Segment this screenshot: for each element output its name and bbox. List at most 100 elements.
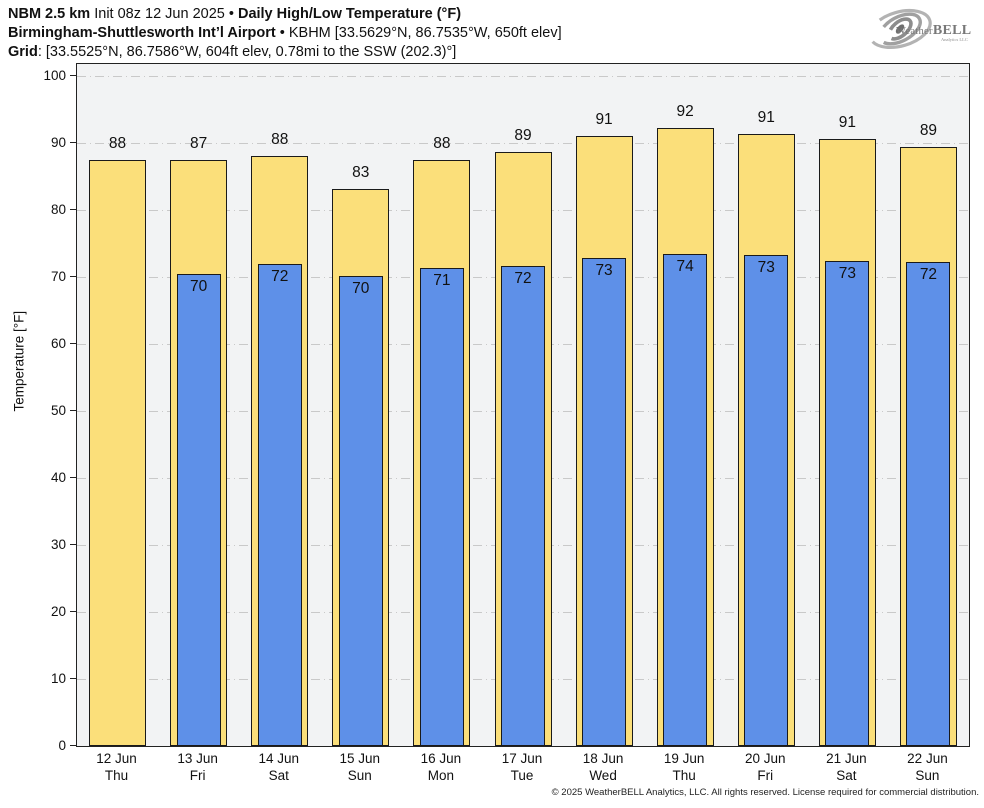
station-details: KBHM [33.5629°N, 86.7535°W, 650ft elev] xyxy=(284,25,562,41)
high-value-label: 88 xyxy=(271,131,289,149)
y-tick-mark xyxy=(70,276,76,277)
low-value-label: 71 xyxy=(433,272,451,290)
y-tick-mark xyxy=(70,343,76,344)
y-tick-mark xyxy=(70,745,76,746)
high-value-label: 88 xyxy=(108,134,127,152)
high-value-label: 91 xyxy=(757,108,775,126)
y-tick-mark xyxy=(70,477,76,478)
y-tick-mark xyxy=(70,142,76,143)
low-bar xyxy=(176,274,221,746)
x-label-day: Sun xyxy=(347,768,372,783)
hurricane-swirl-icon xyxy=(868,8,932,50)
x-label-day: Wed xyxy=(589,768,617,783)
bullet-separator: • xyxy=(228,6,234,22)
x-axis-label: 17 Jun Tue xyxy=(481,750,562,784)
x-label-day: Mon xyxy=(427,768,455,783)
chart-header: NBM 2.5 km Init 08z 12 Jun 2025 • Daily … xyxy=(8,5,562,62)
init-time: Init 08z 12 Jun 2025 xyxy=(90,6,229,22)
low-value-label: 72 xyxy=(271,268,289,286)
y-tick-label: 0 xyxy=(58,737,66,753)
high-value-label: 83 xyxy=(352,163,370,181)
y-tick-label: 20 xyxy=(50,603,66,619)
low-bar xyxy=(744,254,789,746)
high-value-label: 89 xyxy=(919,122,938,140)
low-value-label: 72 xyxy=(514,269,532,287)
x-label-day: Thu xyxy=(672,768,696,783)
x-label-date: 20 Jun xyxy=(744,751,786,766)
grid-details: : [33.5525°N, 86.7586°W, 604ft elev, 0.7… xyxy=(37,44,457,60)
logo-weather-text: WeatherBELL xyxy=(896,23,971,38)
logo-analytics-text: Analytics LLC xyxy=(941,37,968,42)
high-value-label: 91 xyxy=(838,113,856,131)
x-axis-label: 21 Jun Sat xyxy=(806,750,887,784)
low-value-label: 70 xyxy=(189,278,208,296)
high-value-label: 92 xyxy=(676,102,694,120)
x-label-date: 15 Jun xyxy=(339,751,381,766)
x-label-date: 17 Jun xyxy=(501,751,543,766)
low-value-label: 74 xyxy=(676,257,694,275)
station-name: Birmingham-Shuttlesworth Int’l Airport xyxy=(8,25,276,41)
gridline-100 xyxy=(77,75,969,77)
y-tick-label: 100 xyxy=(43,67,66,83)
low-bar xyxy=(501,265,545,746)
y-tick-mark xyxy=(70,209,76,210)
low-bar xyxy=(419,268,464,746)
x-label-day: Fri xyxy=(189,768,206,783)
x-label-day: Sat xyxy=(268,768,289,783)
x-label-date: 13 Jun xyxy=(177,751,218,766)
x-label-date: 14 Jun xyxy=(258,751,299,766)
x-label-date: 18 Jun xyxy=(582,751,624,766)
high-value-label: 89 xyxy=(514,126,532,144)
x-axis-label: 16 Jun Mon xyxy=(400,750,481,784)
x-label-date: 12 Jun xyxy=(96,751,137,766)
x-label-date: 21 Jun xyxy=(826,751,867,766)
x-label-date: 19 Jun xyxy=(663,751,705,766)
y-tick-label: 40 xyxy=(50,469,66,485)
y-tick-label: 80 xyxy=(50,201,66,217)
header-line-3: Grid: [33.5525°N, 86.7586°W, 604ft elev,… xyxy=(8,43,562,62)
high-value-label: 91 xyxy=(595,110,613,128)
grid-label: Grid xyxy=(8,44,38,60)
y-tick-label: 10 xyxy=(50,670,66,686)
y-tick-label: 30 xyxy=(50,536,66,552)
product-title: Daily High/Low Temperature (°F) xyxy=(233,6,462,22)
x-axis-label: 12 Jun Thu xyxy=(76,750,157,784)
x-axis-label: 18 Jun Wed xyxy=(563,750,644,784)
low-bar xyxy=(338,275,383,746)
x-label-day: Tue xyxy=(510,768,534,783)
x-axis-label: 19 Jun Thu xyxy=(644,750,725,784)
gridline-90 xyxy=(77,142,969,144)
header-line-2: Birmingham-Shuttlesworth Int’l Airport •… xyxy=(8,24,562,43)
y-tick-label: 90 xyxy=(50,134,66,150)
weatherbell-logo: WeatherBELL Analytics LLC xyxy=(868,8,971,50)
low-value-label: 73 xyxy=(757,258,775,276)
x-label-day: Sat xyxy=(836,768,857,783)
low-bar xyxy=(582,258,627,746)
x-axis-label: 20 Jun Fri xyxy=(725,750,806,784)
high-bar xyxy=(89,159,147,746)
y-axis-title: Temperature [°F] xyxy=(11,310,27,412)
x-axis-label: 13 Jun Fri xyxy=(157,750,238,784)
copyright-notice: © 2025 WeatherBELL Analytics, LLC. All r… xyxy=(551,787,979,798)
plot-area: 88 87 70 88 72 83 70 88 71 89 72 91 73 92 74 91 73 91 73 89… xyxy=(76,63,970,747)
low-value-label: 70 xyxy=(352,279,370,297)
low-value-label: 73 xyxy=(595,262,613,280)
y-tick-label: 50 xyxy=(50,402,66,418)
x-label-date: 16 Jun xyxy=(420,751,462,766)
bullet-separator: • xyxy=(279,25,285,41)
x-label-day: Thu xyxy=(104,768,129,783)
y-tick-mark xyxy=(70,75,76,76)
y-tick-mark xyxy=(70,678,76,679)
low-bar xyxy=(257,264,302,746)
low-bar xyxy=(825,260,870,746)
header-line-1: NBM 2.5 km Init 08z 12 Jun 2025 • Daily … xyxy=(8,5,562,24)
x-axis-label: 22 Jun Sun xyxy=(887,750,968,784)
x-label-date: 22 Jun xyxy=(907,751,948,766)
high-value-label: 87 xyxy=(189,135,208,153)
high-value-label: 88 xyxy=(433,134,451,152)
low-bar xyxy=(906,262,951,746)
model-name: NBM 2.5 km xyxy=(8,6,91,22)
x-label-day: Sun xyxy=(915,768,940,783)
x-axis-label: 14 Jun Sat xyxy=(238,750,319,784)
